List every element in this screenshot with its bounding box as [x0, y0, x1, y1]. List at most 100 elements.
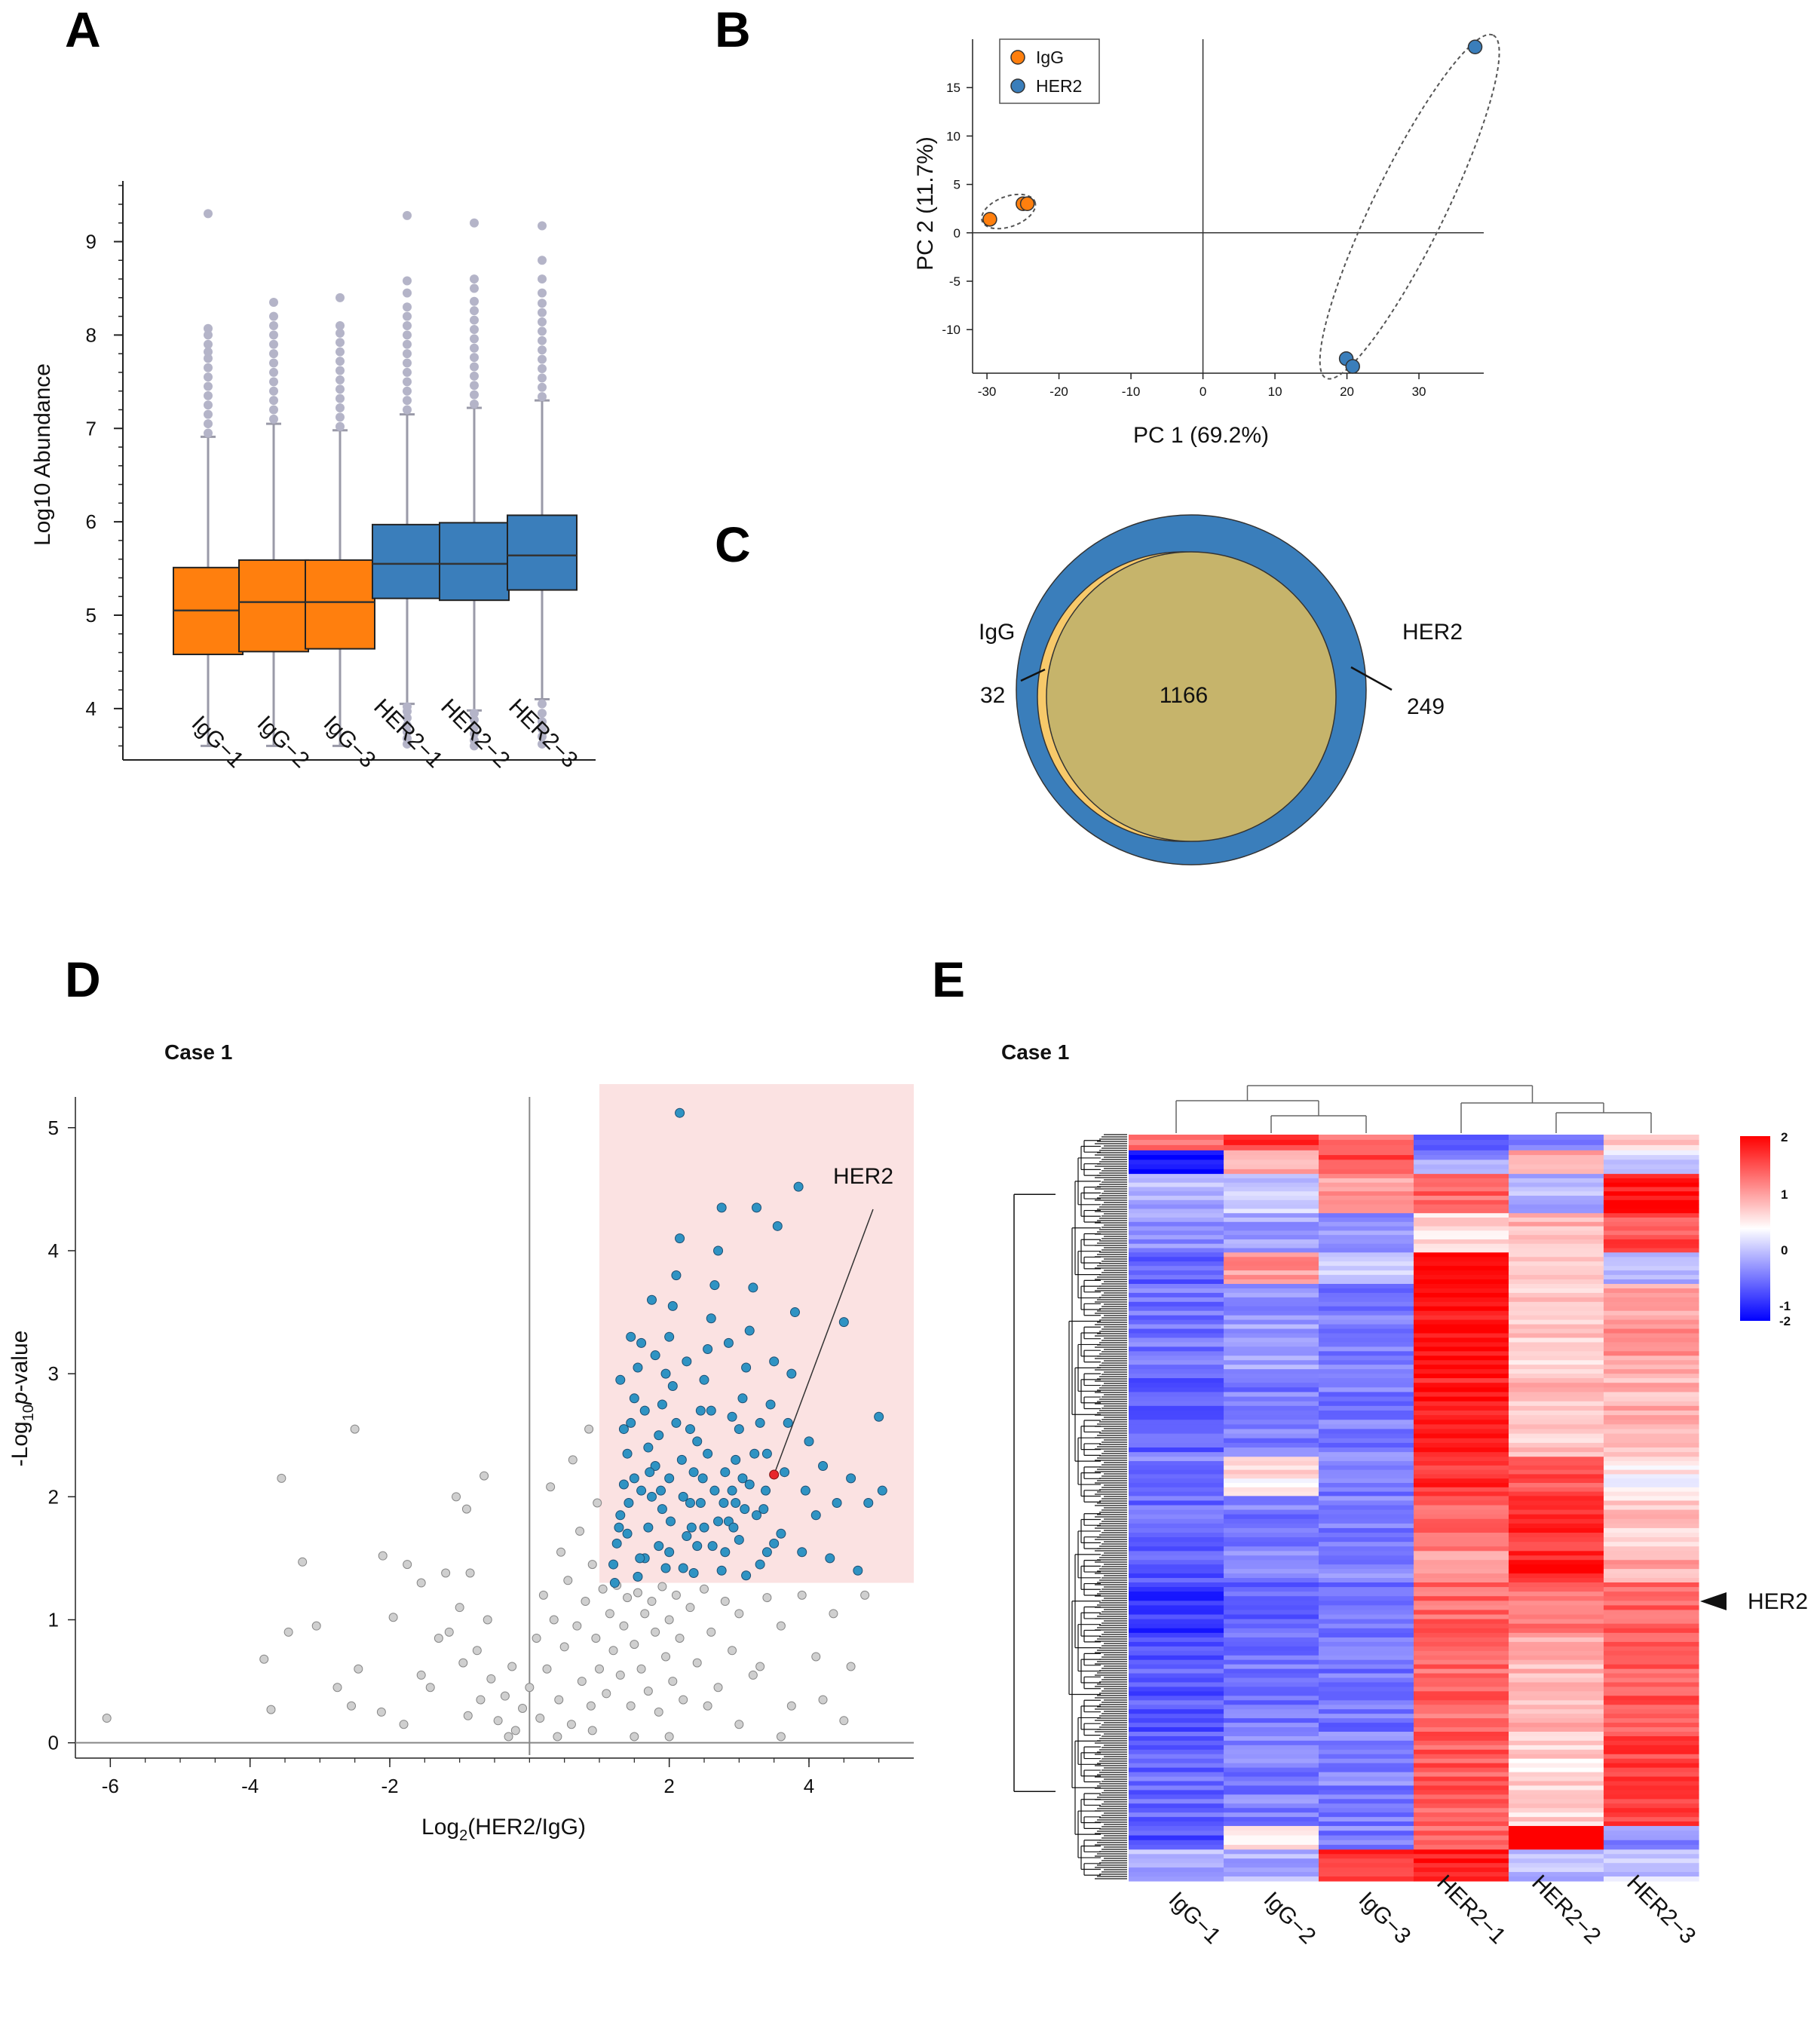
heatmap-cell	[1129, 1324, 1224, 1330]
heatmap-cell	[1224, 1438, 1319, 1444]
heatmap-cell	[1319, 1199, 1414, 1205]
heatmap-cell	[1509, 1705, 1604, 1710]
heatmap-cell	[1224, 1673, 1319, 1679]
heatmap-cell	[1224, 1505, 1319, 1511]
heatmap-cell	[1129, 1301, 1224, 1307]
box-outlier	[336, 321, 345, 330]
heatmap-cell	[1129, 1601, 1224, 1606]
heatmap-cell	[1414, 1749, 1509, 1755]
heatmap-cell	[1319, 1673, 1414, 1679]
box-outlier	[538, 288, 547, 298]
heatmap-cell	[1224, 1727, 1319, 1732]
heatmap-cell	[1509, 1727, 1604, 1732]
panel-d-point	[839, 1716, 849, 1726]
heatmap-cell	[1509, 1139, 1604, 1146]
heatmap-cell	[1319, 1705, 1414, 1710]
heatmap-cell	[1129, 1261, 1224, 1267]
heatmap-cell	[1129, 1863, 1224, 1868]
heatmap-cell	[1224, 1655, 1319, 1661]
heatmap-cell	[1319, 1135, 1414, 1141]
heatmap-cell	[1319, 1523, 1414, 1529]
heatmap-cell	[1224, 1213, 1319, 1218]
panel-d-point	[434, 1633, 443, 1643]
heatmap-cell	[1509, 1772, 1604, 1778]
heatmap-cell	[1604, 1415, 1699, 1420]
heatmap-cell	[1414, 1218, 1509, 1223]
heatmap-cell	[1129, 1537, 1224, 1542]
heatmap-cell	[1319, 1754, 1414, 1760]
heatmap-cell	[1604, 1772, 1699, 1778]
panel-d-point	[700, 1584, 709, 1594]
panel-d-point	[629, 1393, 639, 1404]
heatmap-cell	[1414, 1605, 1509, 1611]
box-outlier	[403, 349, 412, 359]
box-outlier	[336, 357, 345, 366]
heatmap-cell	[1319, 1668, 1414, 1674]
panel-d-point	[786, 1701, 796, 1711]
heatmap-cell	[1604, 1284, 1699, 1289]
panel-e-x-tick-label: IgG−2	[1259, 1887, 1321, 1949]
heatmap-cell	[1604, 1614, 1699, 1620]
heatmap-cell	[1224, 1659, 1319, 1665]
panel-d-x-tick-label: -6	[102, 1775, 119, 1797]
panel-e-row-dendrogram	[1013, 1134, 1127, 1879]
heatmap-cell	[1319, 1252, 1414, 1258]
heatmap-cell	[1604, 1478, 1699, 1484]
heatmap-cell	[1224, 1546, 1319, 1552]
box-outlier	[538, 392, 547, 402]
box-outlier	[204, 400, 213, 410]
panel-d-point	[633, 1362, 643, 1373]
heatmap-cell	[1414, 1646, 1509, 1652]
heatmap-cell	[1319, 1840, 1414, 1846]
heatmap-cell	[1509, 1578, 1604, 1583]
panel-d-title: Case 1	[164, 1040, 232, 1064]
panel-d-y-tick-label: 1	[48, 1609, 59, 1631]
heatmap-cell	[1604, 1424, 1699, 1430]
heatmap-cell	[1129, 1821, 1224, 1827]
panel-d-point	[720, 1467, 731, 1478]
heatmap-cell	[1604, 1537, 1699, 1542]
heatmap-cell	[1509, 1803, 1604, 1809]
heatmap-cell	[1414, 1812, 1509, 1818]
box-outlier	[204, 381, 213, 391]
heatmap-cell	[1129, 1781, 1224, 1787]
heatmap-cell	[1319, 1745, 1414, 1751]
heatmap-cell	[1224, 1582, 1319, 1588]
heatmap-cell	[1319, 1546, 1414, 1552]
heatmap-cell	[1414, 1429, 1509, 1435]
heatmap-cell	[1414, 1239, 1509, 1245]
panel-d-point	[647, 1597, 657, 1607]
heatmap-cell	[1224, 1527, 1319, 1533]
heatmap-cell	[1129, 1523, 1224, 1529]
venn-igg-set-label: IgG	[979, 620, 1015, 645]
panel-letter-a: A	[65, 2, 101, 57]
panel-a-y-tick-label: 6	[86, 510, 97, 533]
panel-d-point	[703, 1701, 712, 1711]
box-outlier	[403, 727, 412, 737]
heatmap-cell	[1509, 1297, 1604, 1303]
heatmap-cell	[1414, 1863, 1509, 1868]
heatmap-cell	[1224, 1650, 1319, 1656]
heatmap-cell	[1224, 1297, 1319, 1303]
heatmap-cell	[1319, 1790, 1414, 1795]
heatmap-cell	[1509, 1821, 1604, 1827]
heatmap-cell	[1224, 1369, 1319, 1374]
heatmap-cell	[1604, 1328, 1699, 1334]
panel-d-point	[630, 1732, 639, 1742]
panel-d-point	[277, 1473, 286, 1483]
heatmap-cell	[1414, 1213, 1509, 1218]
heatmap-cell	[1604, 1429, 1699, 1435]
panel-d-y-tick-label: 2	[48, 1485, 59, 1508]
panel-d-point	[755, 1559, 765, 1570]
heatmap-cell	[1414, 1284, 1509, 1289]
heatmap-cell	[1509, 1164, 1604, 1170]
heatmap-cell	[1129, 1677, 1224, 1683]
heatmap-cell	[1224, 1429, 1319, 1435]
heatmap-cell	[1129, 1360, 1224, 1365]
heatmap-cell	[1414, 1257, 1509, 1262]
heatmap-cell	[1224, 1601, 1319, 1606]
heatmap-cell	[1414, 1582, 1509, 1588]
heatmap-cell	[1319, 1306, 1414, 1312]
heatmap-cell	[1319, 1239, 1414, 1245]
heatmap-cell	[1414, 1677, 1509, 1683]
